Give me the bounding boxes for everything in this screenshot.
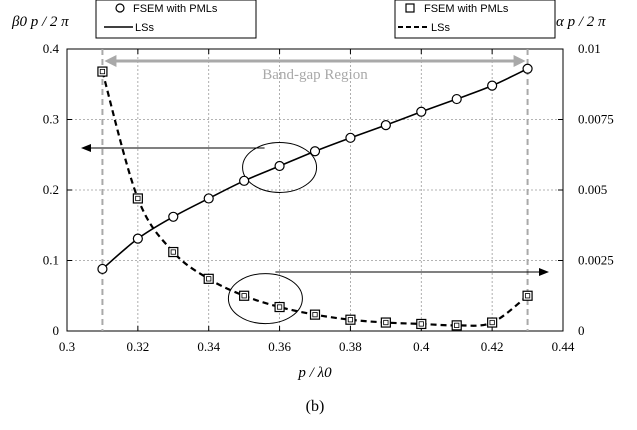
right-tick-labels: 0 0.0025 0.005 0.0075 0.01 <box>558 41 614 338</box>
beta-fsem-point <box>345 132 356 143</box>
band-gap-arrowhead-left <box>104 55 117 67</box>
left-tick-label: 0.3 <box>43 112 59 127</box>
x-tick-label: 0.4 <box>413 339 430 354</box>
grid-lines <box>67 49 563 331</box>
legend-circle-marker <box>115 3 125 13</box>
ellipse-beta-curve <box>242 141 318 193</box>
legend-left: FSEM with PMLs LSs <box>95 0 257 39</box>
alpha-fsem-point-inner <box>170 249 176 255</box>
alpha-fsem-point-inner <box>206 276 212 282</box>
left-tick-label: 0.2 <box>43 182 59 197</box>
beta-fsem-point <box>97 263 108 275</box>
left-tick-label: 0 <box>53 323 60 338</box>
right-tick-label: 0.01 <box>578 41 601 56</box>
alpha-fsem-point <box>203 273 214 284</box>
x-tick-label: 0.32 <box>126 339 149 354</box>
legend-left-label-1: FSEM with PMLs <box>133 3 218 15</box>
alpha-fsem-point-inner <box>135 195 141 202</box>
beta-fsem-point <box>274 160 285 172</box>
band-gap-arrowhead-right <box>513 55 526 67</box>
beta-fsem-point <box>309 146 321 157</box>
legend-right: FSEM with PMLs LSs <box>394 0 556 39</box>
alpha-fsem-point <box>487 317 498 328</box>
alpha-fsem-point <box>309 309 321 320</box>
alpha-fsem-point-inner <box>276 304 283 310</box>
right-axis-title: α p / 2 π <box>556 14 606 30</box>
beta-fsem-point <box>487 80 498 91</box>
alpha-fsem-point-inner <box>489 319 495 326</box>
x-tick-labels: 0.3 0.32 0.34 0.36 0.38 0.4 0.42 0.44 <box>59 49 575 354</box>
figure-caption: (b) <box>306 398 325 415</box>
alpha-fsem-point <box>522 290 533 301</box>
alpha-fsem-point-inner <box>312 312 318 318</box>
alpha-fsem-point <box>97 66 108 77</box>
right-tick-label: 0 <box>578 323 585 338</box>
left-tick-labels: 0 0.1 0.2 0.3 0.4 <box>43 41 72 338</box>
right-tick-label: 0.0025 <box>578 253 614 268</box>
beta-fsem-point <box>132 233 143 244</box>
alpha-fsem-point-inner <box>99 68 106 75</box>
x-tick-label: 0.34 <box>197 339 220 354</box>
arrowhead-left <box>81 144 91 152</box>
band-gap-region <box>101 49 529 331</box>
alpha-fsem-point <box>416 318 427 330</box>
alpha-fsem-point-inner <box>524 293 531 299</box>
alpha-fsem-point <box>239 290 250 301</box>
legend-square-marker <box>405 3 415 13</box>
x-axis-title: p / λ0 <box>297 365 332 381</box>
legend-left-label-2: LSs <box>135 22 154 34</box>
right-tick-label: 0.005 <box>578 182 607 197</box>
alpha-fsem-point <box>168 246 179 258</box>
beta-fsem-point <box>239 175 250 186</box>
alpha-fsem-point <box>380 317 391 328</box>
band-gap-label: Band-gap Region <box>262 67 368 83</box>
left-tick-label: 0.4 <box>43 41 60 56</box>
left-axis-title: β0 p / 2 π <box>11 14 69 30</box>
left-tick-label: 0.1 <box>43 253 59 268</box>
beta-fsem-point <box>416 106 427 117</box>
annotations <box>81 141 549 325</box>
x-tick-label: 0.3 <box>59 339 75 354</box>
legend-right-label-1: FSEM with PMLs <box>424 3 509 15</box>
beta-fsem-point <box>451 93 462 105</box>
legend-right-label-2: LSs <box>431 22 450 34</box>
beta-fsem-point <box>380 120 391 131</box>
alpha-fsem-point-inner <box>454 322 460 328</box>
x-tick-label: 0.36 <box>268 339 291 354</box>
legend-right-box <box>394 0 556 39</box>
x-tick-label: 0.38 <box>339 339 362 354</box>
x-tick-label: 0.42 <box>481 339 504 354</box>
beta-fsem-point <box>203 193 214 204</box>
beta-fsem-point <box>168 211 179 222</box>
alpha-fsem-point-inner <box>347 317 354 323</box>
alpha-fsem-point <box>274 301 285 313</box>
right-tick-label: 0.0075 <box>578 112 614 127</box>
ellipse-alpha-curve <box>227 273 303 325</box>
arrowhead-right <box>539 268 549 276</box>
beta-fsem-point <box>522 63 533 74</box>
alpha-fsem-point-inner <box>418 321 424 327</box>
alpha-fsem-point-inner <box>383 319 389 326</box>
x-tick-label: 0.44 <box>552 339 575 354</box>
alpha-fsem-point <box>451 320 462 331</box>
alpha-fsem-point <box>345 314 356 325</box>
series-layer <box>97 63 533 331</box>
alpha-fsem-point-inner <box>241 293 247 299</box>
alpha-fsem-point <box>132 193 143 204</box>
